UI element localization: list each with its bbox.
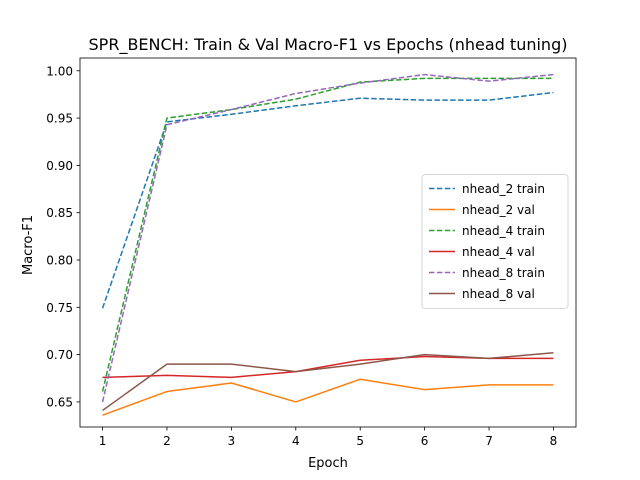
x-axis-label: Epoch	[308, 456, 348, 471]
legend-label-4: nhead_8 train	[462, 266, 545, 280]
legend-label-1: nhead_2 val	[462, 203, 535, 217]
chart-title: SPR_BENCH: Train & Val Macro-F1 vs Epoch…	[89, 35, 568, 55]
x-tick-label: 2	[163, 434, 171, 448]
y-tick-label: 0.95	[46, 112, 73, 126]
series-line-2	[101, 77, 554, 392]
x-tick-label: 3	[228, 434, 236, 448]
y-tick-label: 1.00	[46, 64, 73, 78]
legend: nhead_2 train nhead_2 val nhead_4 train nhe…	[421, 174, 569, 309]
y-axis-label: Macro-F1	[21, 215, 36, 275]
legend-box	[421, 174, 569, 309]
x-tick-label: 8	[550, 434, 558, 448]
x-tick-label: 7	[485, 434, 493, 448]
series-line-0	[101, 91, 554, 309]
y-tick-label: 0.85	[46, 206, 73, 220]
x-tick-label: 4	[292, 434, 300, 448]
legend-label-3: nhead_4 val	[462, 245, 535, 259]
axes-frame	[79, 57, 577, 428]
series-line-5	[102, 351, 554, 412]
y-tick-label: 0.80	[46, 254, 73, 268]
plot-area: 1 2 3 4 5 6 7 8 0.65 0.70 0.75 0.80 0.85 0.90 0.95 1.00	[46, 57, 577, 448]
x-tick-label: 1	[99, 434, 107, 448]
x-tick-label: 5	[356, 434, 364, 448]
legend-label-5: nhead_8 val	[462, 287, 535, 301]
series-line-1	[102, 378, 554, 416]
legend-label-0: nhead_2 train	[462, 182, 545, 196]
legend-label-2: nhead_4 train	[462, 224, 545, 238]
y-tick-label: 0.75	[46, 301, 73, 315]
series-line-4	[101, 73, 554, 403]
y-tick-label: 0.90	[46, 159, 73, 173]
y-tick-label: 0.70	[46, 348, 73, 362]
x-tick-label: 6	[421, 434, 429, 448]
y-tick-label: 0.65	[46, 395, 73, 409]
